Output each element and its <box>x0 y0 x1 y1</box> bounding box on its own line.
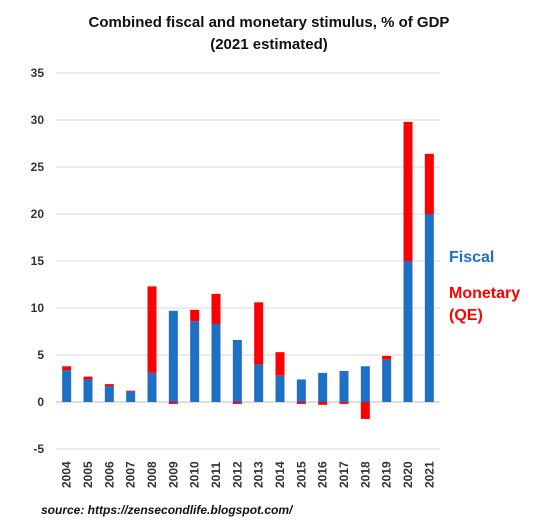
x-tick-label: 2004 <box>60 461 74 488</box>
x-tick-label: 2016 <box>316 461 330 488</box>
y-tick-label: 10 <box>31 301 45 315</box>
y-tick-label: 5 <box>37 348 44 362</box>
x-tick-label: 2012 <box>230 461 244 488</box>
bar-monetary-2014 <box>275 352 285 376</box>
bar-fiscal-2009 <box>168 310 178 402</box>
bar-monetary-2006 <box>104 384 114 387</box>
x-tick-label: 2006 <box>102 461 116 488</box>
x-tick-label: 2005 <box>81 461 95 488</box>
x-tick-label: 2009 <box>166 461 180 488</box>
bar-fiscal-2008 <box>147 372 157 402</box>
bar-fiscal-2006 <box>104 386 114 402</box>
y-tick-label: -5 <box>33 442 44 456</box>
x-tick-label: 2014 <box>273 461 287 488</box>
gridlines <box>56 72 440 450</box>
x-tick-label: 2018 <box>358 461 372 488</box>
x-tick-label: 2007 <box>124 461 138 488</box>
bar-monetary-2011 <box>211 293 221 324</box>
bar-fiscal-2016 <box>318 372 328 402</box>
bar-monetary-2010 <box>190 309 200 322</box>
y-tick-label: 20 <box>31 207 45 221</box>
x-tick-label: 2011 <box>209 462 223 488</box>
bars <box>62 121 434 419</box>
x-tick-label: 2021 <box>422 461 436 488</box>
bar-monetary-2007 <box>126 390 136 392</box>
legend-monetary: Monetary <box>449 285 520 302</box>
bar-monetary-2017 <box>339 402 349 404</box>
bar-monetary-2013 <box>254 302 264 365</box>
bar-fiscal-2019 <box>382 359 392 402</box>
x-tick-label: 2019 <box>380 461 394 488</box>
bar-fiscal-2011 <box>211 323 221 402</box>
y-axis: -5 0 5 10 15 20 25 30 35 <box>31 66 45 456</box>
bar-fiscal-2020 <box>403 261 413 402</box>
x-tick-label: 2010 <box>188 461 202 488</box>
legend-monetary-qe: (QE) <box>449 307 483 324</box>
bar-fiscal-2007 <box>126 391 136 402</box>
bar-monetary-2021 <box>424 153 434 214</box>
bar-monetary-2020 <box>403 121 413 261</box>
bar-monetary-2008 <box>147 286 157 373</box>
bar-monetary-2004 <box>62 366 72 371</box>
bar-fiscal-2013 <box>254 364 264 402</box>
bar-monetary-2016 <box>318 402 328 405</box>
bar-fiscal-2005 <box>83 379 93 402</box>
bar-fiscal-2004 <box>62 370 72 402</box>
bar-monetary-2009 <box>168 402 178 404</box>
bar-fiscal-2018 <box>360 366 370 402</box>
x-axis: 2004 2005 2006 2007 2008 2009 2010 2011 2012 2013… <box>60 461 437 488</box>
y-tick-label: 25 <box>31 160 45 174</box>
x-tick-label: 2017 <box>337 461 351 488</box>
y-tick-label: 15 <box>31 254 45 268</box>
chart-title-line1: Combined fiscal and monetary stimulus, %… <box>89 14 450 31</box>
bar-fiscal-2012 <box>232 339 242 402</box>
bar-monetary-2019 <box>382 355 392 360</box>
bar-monetary-2015 <box>296 402 306 404</box>
source-note: source: https://zensecondlife.blogspot.c… <box>41 503 293 517</box>
x-tick-label: 2008 <box>145 461 159 488</box>
bar-fiscal-2010 <box>190 321 200 402</box>
x-tick-label: 2015 <box>294 461 308 488</box>
x-tick-label: 2013 <box>252 461 266 488</box>
y-tick-label: 0 <box>37 395 44 409</box>
bar-monetary-2018 <box>360 402 370 419</box>
bar-fiscal-2015 <box>296 379 306 402</box>
chart-title-line2: (2021 estimated) <box>210 36 328 53</box>
bar-fiscal-2017 <box>339 370 349 402</box>
bar-monetary-2005 <box>83 376 93 380</box>
bar-fiscal-2014 <box>275 375 285 402</box>
y-tick-label: 30 <box>31 113 45 127</box>
bar-monetary-2012 <box>232 402 242 404</box>
bar-fiscal-2021 <box>424 214 434 402</box>
y-tick-label: 35 <box>31 66 45 80</box>
x-tick-label: 2020 <box>401 461 415 488</box>
legend-fiscal: Fiscal <box>449 249 494 266</box>
